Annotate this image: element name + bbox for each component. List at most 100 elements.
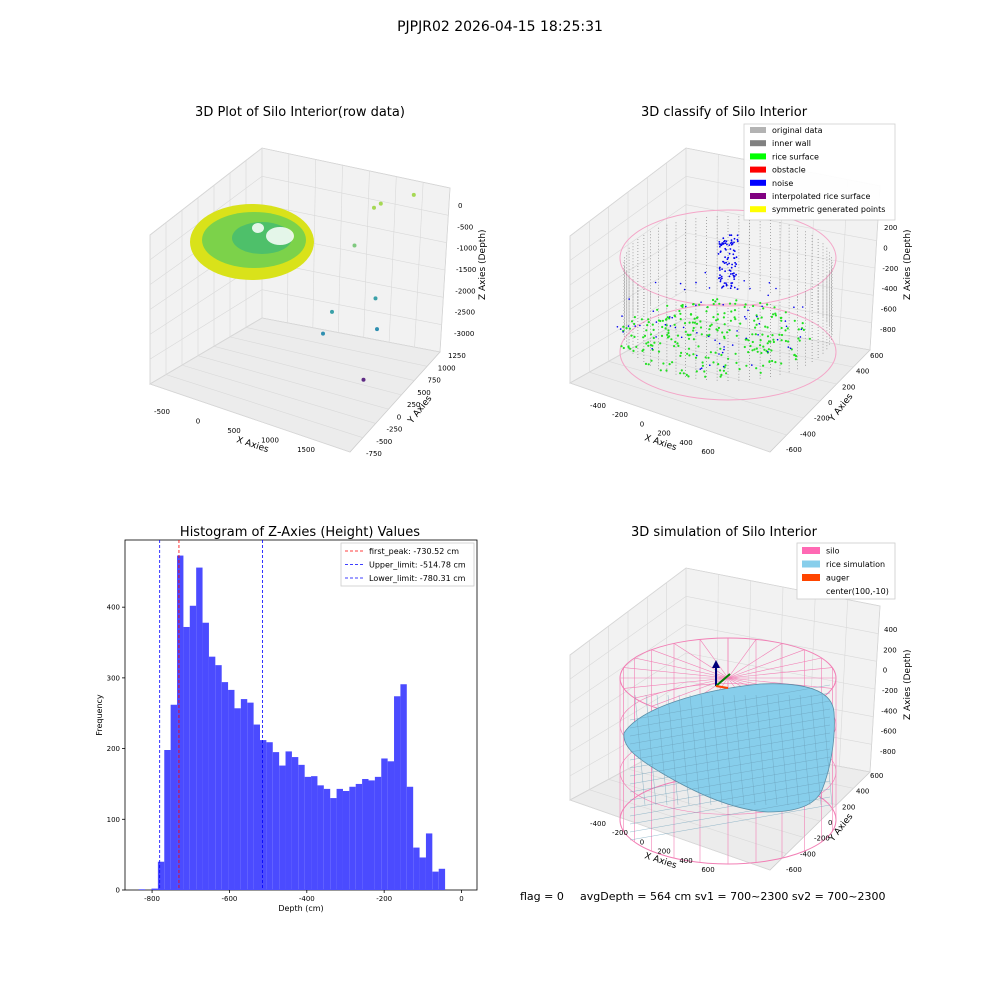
noise-point xyxy=(730,266,733,269)
rice-surface-point xyxy=(716,313,720,316)
rice-surface-point xyxy=(632,349,635,352)
noise-point xyxy=(756,315,758,318)
classify-z-tick-label: -400 xyxy=(882,285,898,293)
rice-mesh-line xyxy=(629,716,831,753)
sim-x-tick-label: 600 xyxy=(701,866,714,874)
sim-y-tick-label: 600 xyxy=(870,772,883,780)
silo-wire-spoke xyxy=(623,667,729,679)
noise-point xyxy=(733,250,736,253)
rice-surface-point xyxy=(701,361,704,364)
rice-surface-point xyxy=(695,322,699,325)
rice-surface-point xyxy=(763,348,766,351)
noise-point xyxy=(723,348,725,351)
noise-point xyxy=(729,287,732,290)
rice-surface-point xyxy=(759,301,762,305)
rice-surface-point xyxy=(695,370,698,373)
rice-surface-point xyxy=(689,313,693,316)
gridline xyxy=(569,596,687,680)
rice-surface-point xyxy=(693,317,696,320)
rice-mesh-line xyxy=(821,694,833,806)
rice-mesh-line xyxy=(645,694,657,806)
rice-surface-point xyxy=(780,362,783,365)
noise-point xyxy=(699,368,702,370)
rice-surface-point xyxy=(627,345,630,348)
rice-surface-point xyxy=(712,302,715,306)
rice-surface-point xyxy=(754,333,757,336)
noise-point xyxy=(669,316,671,318)
noise-point xyxy=(728,262,730,265)
gridline xyxy=(569,232,687,310)
rice-surface-point xyxy=(774,361,777,364)
rice-surface-point xyxy=(704,375,707,378)
noise-point xyxy=(735,256,738,259)
hist-bar xyxy=(221,682,229,890)
rice-surface-point xyxy=(726,331,729,334)
rice-surface-point xyxy=(808,337,812,340)
silo-wire-spoke xyxy=(673,643,729,679)
noise-point xyxy=(736,330,738,332)
rice-surface-point xyxy=(708,333,711,336)
noise-point xyxy=(695,281,697,284)
sim-z-axis-label: Z Axies (Depth) xyxy=(903,649,913,720)
raw-outlier-point xyxy=(378,201,383,206)
classify-legend-label: inner wall xyxy=(772,139,811,148)
rice-surface-point xyxy=(735,361,738,364)
rice-surface-point xyxy=(701,364,705,367)
rice-surface-point xyxy=(656,308,659,311)
gridline xyxy=(569,624,687,704)
rice-mesh-line xyxy=(629,804,831,841)
raw-outlier-point xyxy=(361,377,366,382)
rice-surface-point xyxy=(759,344,762,347)
rice-surface-point xyxy=(682,372,685,375)
rice-surface-point xyxy=(767,348,771,351)
rice-surface-point xyxy=(688,354,691,357)
noise-point xyxy=(719,269,721,271)
noise-point xyxy=(722,285,725,288)
raw-z-tick-label: -1000 xyxy=(457,245,477,253)
noise-point xyxy=(730,241,733,244)
noise-point xyxy=(728,275,731,278)
rice-surface-point xyxy=(684,330,687,333)
rice-surface-point xyxy=(759,371,762,374)
noise-point xyxy=(717,253,720,255)
classify-x-tick-label: -400 xyxy=(590,402,606,410)
rice-mesh-line xyxy=(777,694,789,806)
gridline xyxy=(685,317,871,351)
hist-legend: first_peak: -730.52 cm Upper_limit: -514.… xyxy=(340,542,475,587)
gridline xyxy=(569,652,687,728)
rice-surface-point xyxy=(802,328,806,331)
noise-point xyxy=(708,335,710,338)
rice-surface-point xyxy=(716,318,719,321)
noise-point xyxy=(730,234,733,237)
raw-x-tick-label: -500 xyxy=(154,408,170,416)
rice-surface-point xyxy=(770,349,773,352)
rice-surface-point xyxy=(766,342,769,345)
gridline xyxy=(569,176,687,261)
sim-x-tick-label: 0 xyxy=(640,838,644,846)
hist-bar xyxy=(177,555,184,890)
rice-surface-point xyxy=(678,309,681,313)
rice-surface-point xyxy=(774,314,778,317)
gridline xyxy=(229,336,415,381)
hist-bar xyxy=(304,776,312,890)
rice-surface-point xyxy=(680,369,683,372)
rice-mesh-line xyxy=(722,694,734,806)
sim-z-tick-label: -400 xyxy=(881,707,897,715)
rice-surface-point xyxy=(692,353,695,356)
noise-point xyxy=(724,242,727,245)
classify-y-tick-label: 200 xyxy=(842,383,855,391)
noise-point xyxy=(724,270,726,273)
rice-surface-point xyxy=(780,316,783,319)
rice-surface-point xyxy=(756,350,759,353)
classify-legend-swatch xyxy=(750,206,766,213)
rice-surface-point xyxy=(734,318,737,321)
noise-point xyxy=(709,364,711,367)
rice-surface-point xyxy=(720,353,723,357)
rice-surface-point xyxy=(688,321,691,324)
rice-surface-point xyxy=(645,342,648,345)
rice-surface-point xyxy=(719,369,722,372)
rice-surface-point xyxy=(664,327,667,330)
noise-point xyxy=(728,252,731,255)
hist-bar xyxy=(400,684,407,890)
noise-point xyxy=(751,364,753,366)
